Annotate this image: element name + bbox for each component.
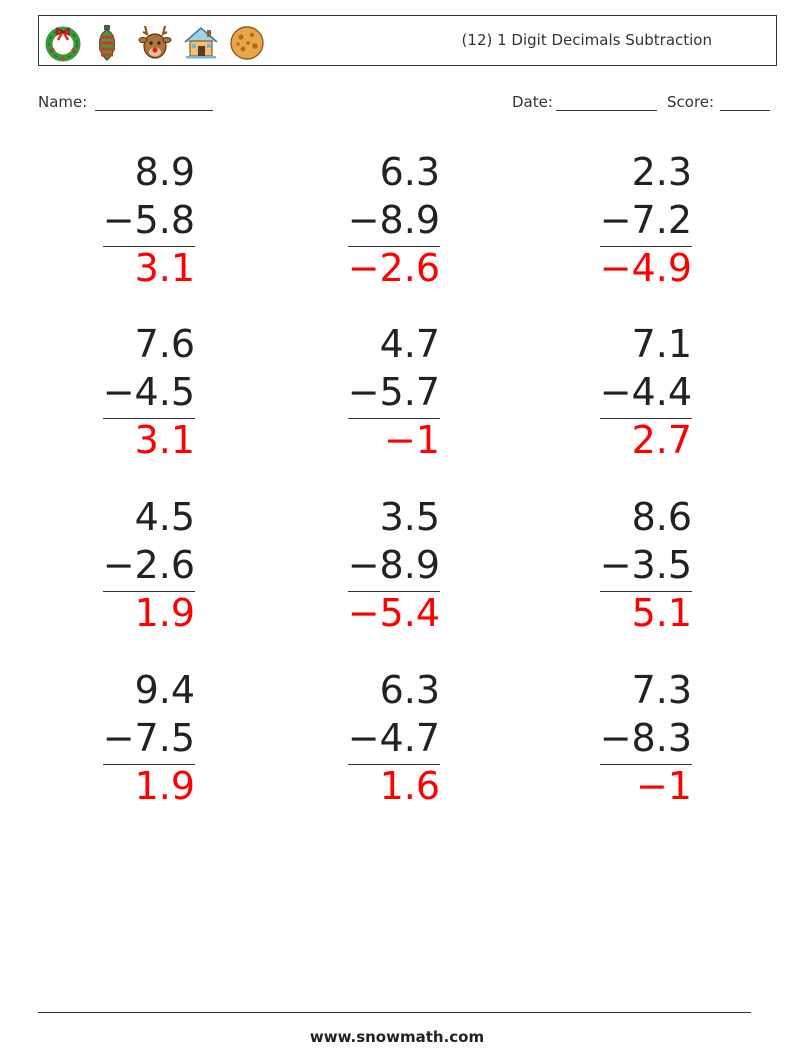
minuend: 8.9 (134, 150, 195, 194)
minuend: 7.6 (134, 322, 195, 366)
worksheet-header: (12) 1 Digit Decimals Subtraction (38, 15, 777, 66)
answer: −2.6 (347, 246, 440, 290)
answer-rule (600, 246, 692, 247)
answer: 1.9 (134, 764, 195, 808)
answer-rule (348, 591, 440, 592)
problem-7: 4.5 −2.6 1.9 (55, 497, 195, 657)
answer-rule (600, 418, 692, 419)
score-blank[interactable] (720, 110, 770, 111)
date-label: Date: (512, 93, 553, 111)
name-label: Name: (38, 93, 88, 111)
answer-rule (600, 764, 692, 765)
answer: −1 (635, 764, 692, 808)
problem-11: 6.3 −4.7 1.6 (300, 670, 440, 830)
minuend: 6.3 (379, 668, 440, 712)
minuend: 4.7 (379, 322, 440, 366)
footer-site: www.snowmath.com (309, 1028, 485, 1046)
problem-5: 4.7 −5.7 −1 (300, 324, 440, 484)
problem-2: 6.3 −8.9 −2.6 (300, 152, 440, 312)
minuend: 2.3 (631, 150, 692, 194)
wreath-icon (45, 26, 81, 62)
problem-3: 2.3 −7.2 −4.9 (552, 152, 692, 312)
answer-rule (103, 418, 195, 419)
answer: −4.9 (599, 246, 692, 290)
worksheet-title: (12) 1 Digit Decimals Subtraction (461, 31, 712, 49)
subtrahend: −8.9 (347, 543, 440, 587)
subtrahend: −4.4 (599, 370, 692, 414)
minuend: 3.5 (379, 495, 440, 539)
answer-rule (600, 591, 692, 592)
answer: −1 (383, 418, 440, 462)
problem-8: 3.5 −8.9 −5.4 (300, 497, 440, 657)
minuend: 6.3 (379, 150, 440, 194)
answer: −5.4 (347, 591, 440, 635)
minuend: 8.6 (631, 495, 692, 539)
subtrahend: −7.2 (599, 198, 692, 242)
subtrahend: −4.5 (102, 370, 195, 414)
score-label: Score: (667, 93, 715, 111)
ornament-icon (98, 25, 116, 61)
cookie-icon (230, 26, 264, 60)
answer: 3.1 (134, 418, 195, 462)
reindeer-icon (138, 25, 172, 59)
answer: 1.9 (134, 591, 195, 635)
footer-divider (38, 1012, 751, 1013)
minuend: 7.1 (631, 322, 692, 366)
subtrahend: −8.9 (347, 198, 440, 242)
subtrahend: −7.5 (102, 716, 195, 760)
problem-12: 7.3 −8.3 −1 (552, 670, 692, 830)
answer-rule (103, 591, 195, 592)
minuend: 4.5 (134, 495, 195, 539)
minuend: 7.3 (631, 668, 692, 712)
date-blank[interactable] (556, 110, 657, 111)
answer: 3.1 (134, 246, 195, 290)
problem-9: 8.6 −3.5 5.1 (552, 497, 692, 657)
subtrahend: −4.7 (347, 716, 440, 760)
answer: 1.6 (379, 764, 440, 808)
subtrahend: −5.7 (347, 370, 440, 414)
answer-rule (103, 764, 195, 765)
subtrahend: −2.6 (102, 543, 195, 587)
problem-10: 9.4 −7.5 1.9 (55, 670, 195, 830)
problem-1: 8.9 −5.8 3.1 (55, 152, 195, 312)
subtrahend: −8.3 (599, 716, 692, 760)
minuend: 9.4 (134, 668, 195, 712)
problem-4: 7.6 −4.5 3.1 (55, 324, 195, 484)
name-blank[interactable] (95, 110, 213, 111)
problem-6: 7.1 −4.4 2.7 (552, 324, 692, 484)
subtrahend: −5.8 (102, 198, 195, 242)
answer: 5.1 (631, 591, 692, 635)
house-icon (184, 27, 218, 59)
answer-rule (348, 764, 440, 765)
answer-rule (348, 418, 440, 419)
subtrahend: −3.5 (599, 543, 692, 587)
answer-rule (348, 246, 440, 247)
answer-rule (103, 246, 195, 247)
answer: 2.7 (631, 418, 692, 462)
